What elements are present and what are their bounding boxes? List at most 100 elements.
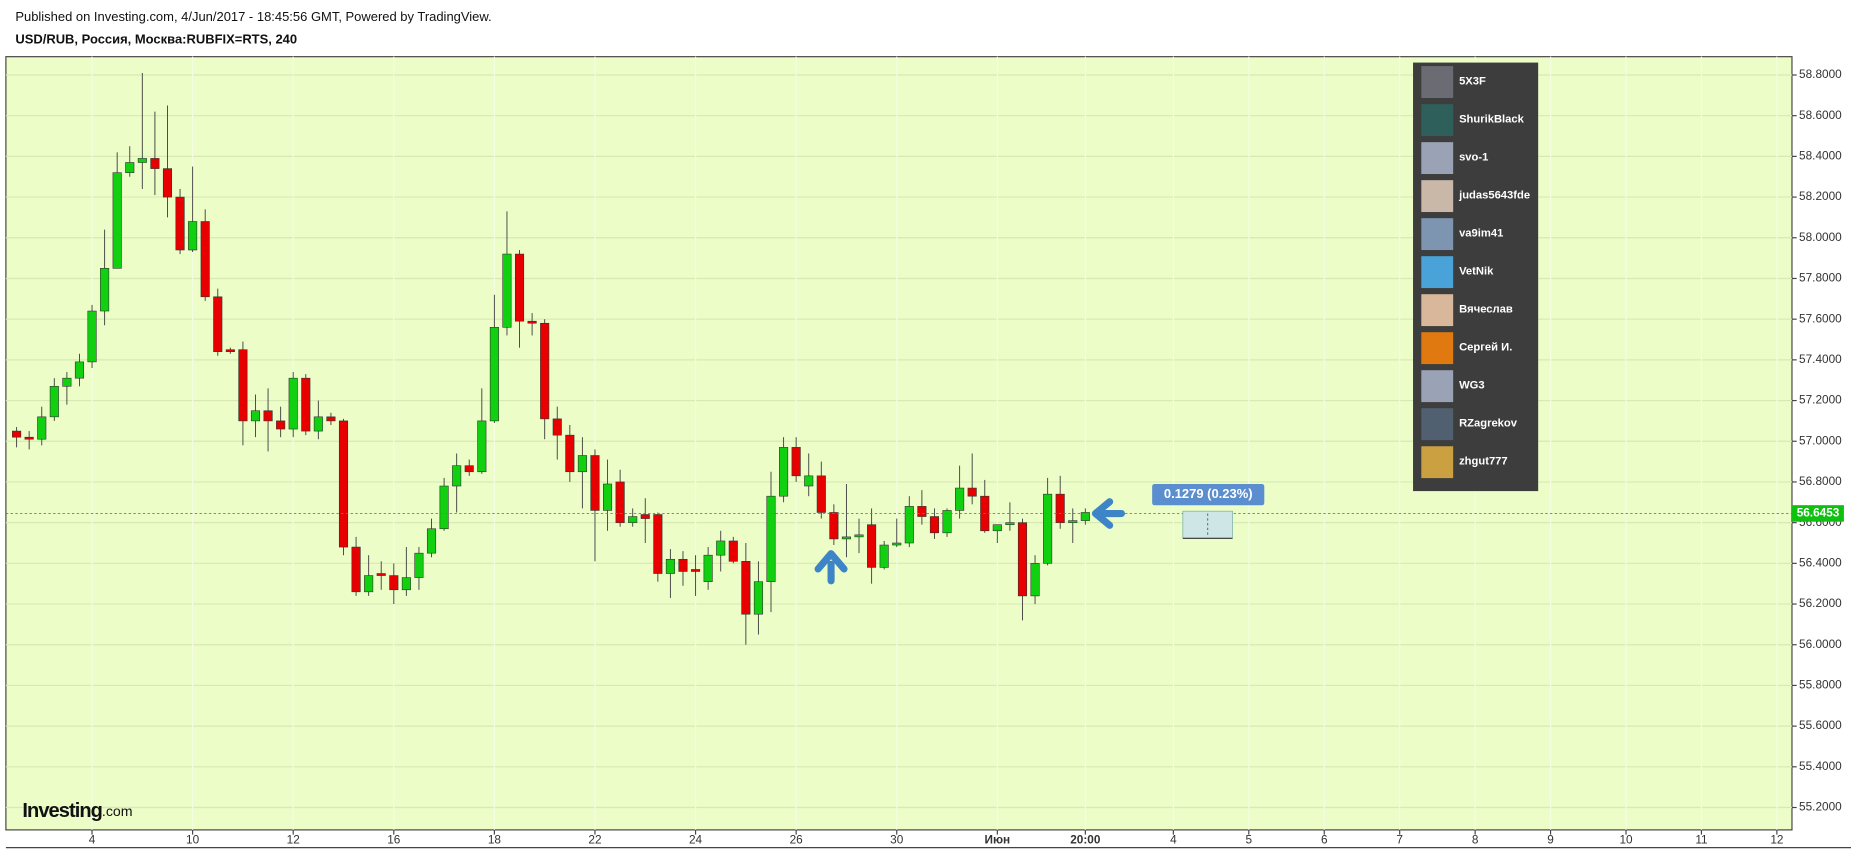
candle-body [376, 573, 386, 576]
candle-body [225, 349, 235, 353]
user-avatar [1421, 408, 1454, 441]
user-avatar [1421, 66, 1454, 98]
x-tick-label: 16 [387, 833, 401, 847]
y-tick-label: 55.2000 [1799, 800, 1842, 814]
candle-body [829, 512, 839, 540]
x-tick-label: 10 [186, 833, 200, 847]
user-name: 5X3F [1459, 75, 1486, 87]
candle-body [263, 410, 273, 422]
candles [5, 72, 1792, 645]
candle-body [100, 268, 110, 312]
y-tick-label: 57.0000 [1799, 433, 1842, 447]
candle-body [942, 510, 952, 534]
x-tick-label: 20:00 [1070, 833, 1101, 847]
candle-body [12, 430, 22, 438]
x-tick-label: 4 [1170, 833, 1177, 847]
candle-body [741, 561, 751, 615]
candle-body [87, 310, 97, 363]
user-name: VetNik [1459, 265, 1494, 277]
candle-body [62, 377, 72, 387]
x-tick-label: 12 [287, 833, 300, 847]
candle-body [917, 506, 927, 517]
candle-body [552, 418, 562, 436]
candle-body [691, 569, 701, 572]
y-tick-label: 56.2000 [1799, 596, 1842, 610]
y-tick-label: 58.4000 [1799, 148, 1842, 162]
candle-body [577, 455, 587, 473]
annotation: 0.1279 (0.23%) [1164, 486, 1253, 501]
x-tick-label: 30 [890, 833, 904, 847]
y-tick-label: 57.6000 [1799, 311, 1842, 325]
x-tick-label: 24 [689, 833, 703, 847]
x-tick-label: 22 [588, 833, 601, 847]
candle-body [326, 416, 336, 422]
candle-body [137, 158, 147, 163]
candle-body [175, 196, 185, 251]
candle-body [389, 575, 399, 591]
candle-body [527, 320, 537, 324]
y-tick-label: 55.8000 [1799, 678, 1842, 692]
user-name: zhgut777 [1459, 456, 1508, 468]
x-tick-label: 18 [488, 833, 502, 847]
user-name: judas5643fde [1458, 189, 1530, 201]
candle-body [904, 506, 914, 544]
candle-body [804, 475, 814, 487]
candle-body [867, 524, 877, 568]
candle-body [615, 481, 625, 523]
candle-body [892, 542, 902, 546]
user-avatar [1421, 294, 1454, 327]
x-tick-label: 7 [1396, 833, 1403, 847]
candle-body [112, 172, 122, 269]
candle-body [338, 420, 349, 548]
candle-body [489, 327, 499, 422]
x-tick-label: 5 [1246, 833, 1253, 847]
candle-body [213, 296, 223, 353]
candle-body [628, 516, 638, 523]
user-name: va9im41 [1459, 227, 1503, 239]
y-tick-label: 58.8000 [1799, 67, 1842, 81]
user-name: Вячеслав [1459, 304, 1513, 316]
candle-body [452, 465, 462, 487]
candle-body [678, 558, 688, 572]
candle-body [640, 514, 650, 519]
y-tick-label: 57.2000 [1799, 393, 1842, 407]
overlay: 0.1279 (0.23%) Investing.com [22, 484, 1265, 822]
candle-body [414, 552, 424, 578]
candle-body [1080, 512, 1090, 521]
candle-body [125, 162, 135, 173]
candle-body [162, 168, 173, 198]
candle-body [791, 447, 801, 477]
user-name: RZagrekov [1459, 418, 1518, 430]
candle-body [250, 410, 261, 422]
candle-body [955, 487, 965, 511]
candle-body [288, 377, 298, 430]
candle-body [653, 514, 663, 574]
candle-body [728, 540, 738, 562]
left-arrow [1091, 498, 1126, 529]
user-avatar [1421, 370, 1454, 403]
x-tick-label: 11 [1695, 833, 1707, 847]
candle-body [854, 534, 864, 538]
candle-body [150, 158, 160, 169]
y-tick-label: 56.0000 [1799, 637, 1842, 651]
last-price-box [1791, 505, 1844, 522]
candle-body [49, 386, 59, 418]
candle-body [992, 524, 1002, 532]
candle-body [464, 465, 474, 473]
user-avatar [1421, 180, 1454, 213]
candle-body [74, 361, 85, 379]
chart-title: USD/RUB, Россия, Москва:RUBFIX=RTS, 240 [15, 32, 297, 47]
candle-body [514, 253, 525, 322]
y-tick-label: 55.6000 [1799, 718, 1842, 732]
y-tick-label: 58.0000 [1799, 230, 1842, 244]
logo-main: Investing [22, 800, 102, 822]
candle-body [200, 221, 210, 298]
candle-body [502, 253, 512, 328]
x-tick-label: 9 [1547, 833, 1554, 847]
user-avatar [1421, 218, 1454, 251]
x-tick-label: 4 [89, 833, 96, 847]
candle-body [1017, 522, 1028, 597]
candle-body [816, 475, 826, 513]
candle-body [590, 455, 600, 511]
